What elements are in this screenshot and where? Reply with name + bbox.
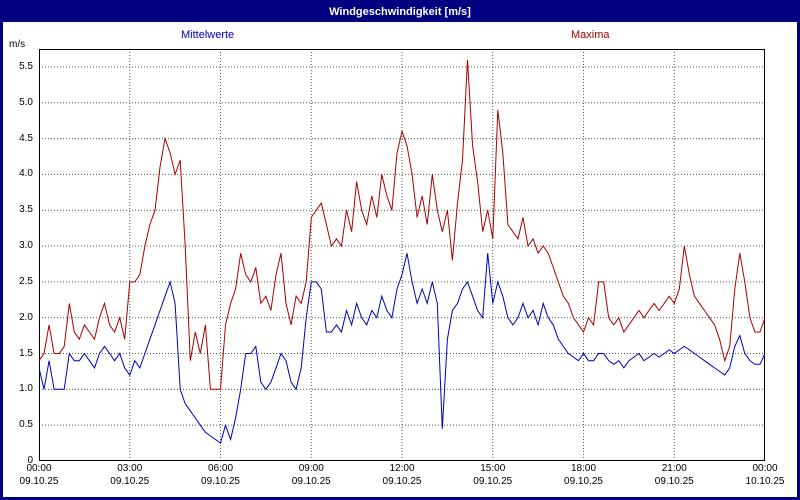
y-tick-label-1.5: 1.5 xyxy=(19,347,33,359)
y-tick-label-5.0: 5.0 xyxy=(19,96,33,108)
y-tick-label-0.5: 0.5 xyxy=(19,419,33,431)
x-tick-date-label: 09.10.25 xyxy=(110,476,150,487)
plot-frame xyxy=(39,49,765,461)
x-tick-date-label: 09.10.25 xyxy=(19,476,59,487)
y-tick-label-4.0: 4.0 xyxy=(19,168,33,180)
x-tick-time-label: 12:00 xyxy=(389,463,415,474)
window-title: Windgeschwindigkeit [m/s] xyxy=(329,6,471,18)
y-tick-label-2.0: 2.0 xyxy=(19,311,33,323)
x-tick-time-label: 09:00 xyxy=(298,463,324,474)
x-tick-date-label: 09.10.25 xyxy=(654,476,694,487)
x-tick-date-label: 09.10.25 xyxy=(291,476,331,487)
x-tick-time-label: 00:00 xyxy=(26,463,52,474)
legend-label-maxima: Maxima xyxy=(571,29,610,41)
y-tick-label-1.0: 1.0 xyxy=(19,383,33,395)
x-tick-date-label: 09.10.25 xyxy=(201,476,240,487)
x-tick-date-label: 09.10.25 xyxy=(382,476,422,487)
y-tick-label-0: 0 xyxy=(27,455,33,466)
y-tick-label-5.5: 5.5 xyxy=(19,60,33,72)
y-tick-label-3.5: 3.5 xyxy=(19,204,33,216)
x-tick-date-label: 09.10.25 xyxy=(564,476,603,487)
x-tick-time-label: 00:00 xyxy=(752,463,778,474)
chart-canvas xyxy=(38,49,766,461)
chart-plot-area xyxy=(38,49,766,461)
y-tick-label-3.0: 3.0 xyxy=(19,240,33,252)
x-tick-time-label: 06:00 xyxy=(207,463,234,474)
legend-label-mittelwerte: Mittelwerte xyxy=(181,29,235,41)
x-tick-date-label: 10.10.25 xyxy=(745,476,785,487)
series-line-maxima xyxy=(38,59,766,390)
window-titlebar: Windgeschwindigkeit [m/s] xyxy=(3,3,797,22)
y-tick-label-2.5: 2.5 xyxy=(19,275,33,287)
x-tick-time-label: 21:00 xyxy=(661,463,687,474)
y-tick-label-4.5: 4.5 xyxy=(19,132,33,144)
x-tick-date-label: 09.10.25 xyxy=(473,476,513,487)
x-tick-time-label: 15:00 xyxy=(480,463,506,474)
x-tick-time-label: 03:00 xyxy=(117,463,143,474)
x-tick-time-label: 18:00 xyxy=(570,463,597,474)
series-line-mittelwerte xyxy=(38,253,766,444)
y-axis-unit-label: m/s xyxy=(9,39,26,50)
